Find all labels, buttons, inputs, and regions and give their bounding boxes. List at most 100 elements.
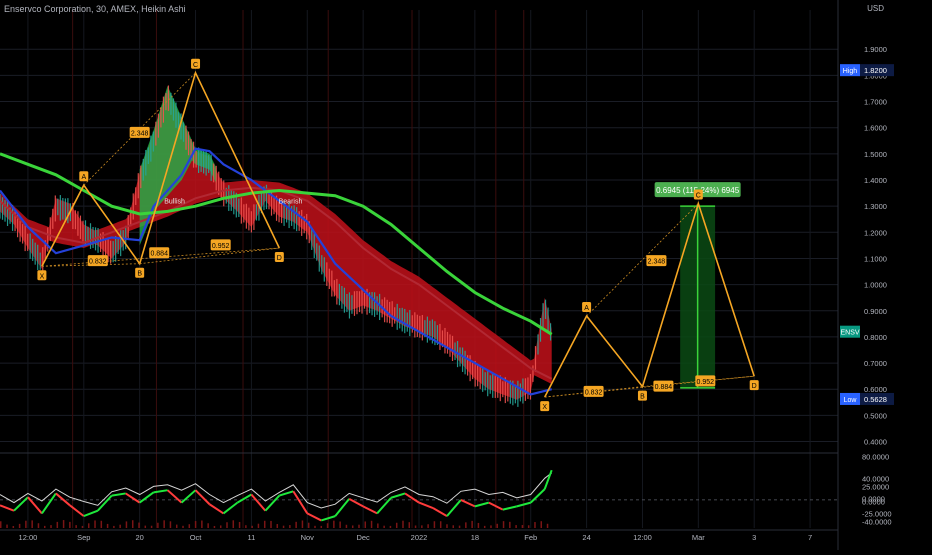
osc-volume-bar: [458, 525, 461, 528]
osc-color-segment: [27, 496, 43, 515]
price-tick-label: 1.0000: [864, 281, 887, 290]
osc-color-segment: [488, 501, 504, 511]
pattern-2-ratio-label: 2.348: [648, 259, 666, 266]
ma-blue-line: [0, 147, 552, 396]
osc-color-segment: [516, 501, 531, 508]
osc-color-segment: [348, 497, 364, 508]
osc-color-segment: [474, 501, 490, 508]
pattern-1-point-label: X: [40, 273, 45, 280]
osc-volume-bar: [75, 525, 77, 528]
time-tick-label: 11: [248, 533, 256, 542]
osc-volume-bar: [150, 525, 153, 528]
osc-volume-bar: [226, 522, 228, 528]
time-tick-label: 24: [582, 533, 590, 542]
pattern-2-ratio-box: [583, 385, 604, 397]
osc-volume-bar: [433, 521, 436, 528]
price-tag-name-box: [840, 392, 860, 405]
osc-color-segment: [194, 489, 211, 505]
osc-color-segment: [222, 501, 239, 515]
osc-volume-bar: [490, 525, 492, 528]
time-tick-label: 18: [471, 533, 479, 542]
osc-color-segment: [180, 489, 197, 504]
ma-green-line: [0, 152, 553, 336]
osc-color-segment: [279, 490, 294, 497]
pattern-2-ratio-label: 0.884: [655, 384, 673, 391]
osc-volume-bar: [471, 520, 473, 528]
price-tag-value: 1.8200: [864, 66, 887, 75]
osc-volume-bar: [314, 525, 316, 528]
pattern-1-point-box: [79, 171, 89, 182]
osc-volume-bar: [87, 523, 90, 528]
osc-volume-bar: [452, 525, 455, 528]
osc-volume-bar: [175, 524, 178, 528]
osc-color-segment: [292, 490, 309, 514]
osc-color-segment: [55, 492, 71, 507]
axis-layer: 1.90001.80001.70001.60001.50001.40001.30…: [0, 0, 894, 550]
osc-color-segment: [166, 489, 183, 504]
osc-volume-bar: [521, 525, 524, 528]
osc-volume-bar: [282, 525, 285, 528]
series-layer: [0, 85, 553, 407]
pattern-1-point-label: B: [137, 271, 142, 278]
osc-tick-label: 25.0000: [862, 482, 889, 491]
osc-color-segment: [460, 499, 476, 508]
osc-volume-bar: [144, 525, 147, 528]
price-tag-name: Low: [844, 397, 858, 404]
osc-volume-bar: [402, 520, 404, 528]
pattern-1-annotation: Bullish: [164, 199, 185, 206]
osc-volume-bar: [496, 523, 499, 528]
osc-color-segment: [432, 507, 448, 517]
osc-volume-bar: [427, 524, 429, 528]
price-ribbon: [0, 88, 552, 400]
osc-volume-bar: [25, 520, 27, 528]
osc-volume-bar: [270, 520, 272, 528]
price-tick-label: 0.9000: [864, 307, 887, 316]
osc-color-segment: [13, 496, 29, 512]
osc-volume-bar: [169, 521, 172, 528]
osc-volume-bar: [465, 522, 467, 528]
osc-volume-bar: [125, 521, 128, 528]
osc-volume-bar: [157, 522, 159, 528]
osc-color-segment: [334, 498, 350, 517]
osc-color-segment: [250, 493, 267, 512]
osc-volume-bar: [295, 521, 297, 528]
pattern-1-point-label: D: [277, 255, 282, 262]
osc-tick-label: 0.0000: [862, 498, 885, 507]
pattern-1-connector: [83, 72, 196, 186]
osc-volume-bar: [113, 525, 115, 528]
chart-title: Enservco Corporation, 30, AMEX, Heikin A…: [4, 4, 186, 14]
osc-volume-bar: [383, 525, 385, 528]
pattern-1-point-label: C: [193, 62, 198, 69]
price-tag-name: ENSV: [840, 330, 859, 337]
osc-volume-bar: [251, 525, 253, 528]
price-tag-value: 0.5628: [864, 395, 887, 404]
osc-color-segment: [153, 489, 168, 494]
osc-volume-bar: [320, 525, 323, 528]
pattern-layer: 0.6945 (115.24%) 6945XABCD2.3480.8320.88…: [37, 58, 759, 412]
osc-tick-label: -25.0000: [862, 509, 892, 518]
osc-volume-bar: [194, 521, 197, 528]
osc-volume-bar: [43, 525, 46, 528]
time-tick-label: 12:00: [19, 533, 38, 542]
osc-volume-bar: [446, 524, 448, 528]
osc-white-line: [0, 472, 553, 509]
osc-volume-bar: [257, 523, 260, 528]
price-tick-label: 1.3000: [864, 202, 887, 211]
osc-color-segment: [376, 497, 392, 515]
pattern-2-point-label: D: [752, 383, 757, 390]
pattern-1-annotation: Bearish: [279, 199, 303, 206]
osc-volume-bar: [163, 520, 165, 528]
osc-volume-bar: [106, 523, 109, 528]
osc-volume-bar: [439, 521, 442, 528]
osc-volume-bar: [188, 524, 191, 528]
pattern-2-ratio-label: 0.952: [697, 379, 715, 386]
osc-volume-bar: [119, 524, 121, 528]
time-tick-label: Dec: [356, 533, 370, 542]
osc-volume-bar: [377, 523, 379, 528]
osc-volume-bar: [201, 520, 203, 528]
osc-color-segment: [390, 492, 406, 499]
osc-volume-bar: [483, 525, 486, 528]
